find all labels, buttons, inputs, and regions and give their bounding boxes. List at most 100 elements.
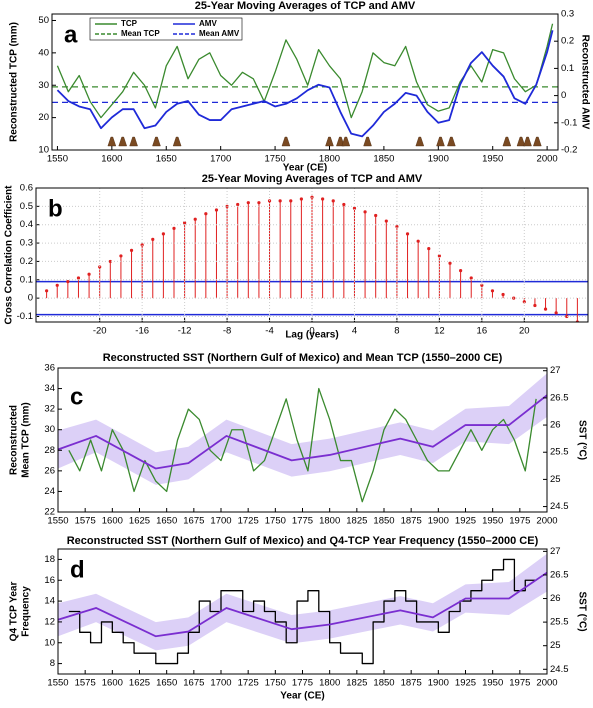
y2-tick-label: 26 — [550, 593, 561, 604]
plot-frame — [57, 367, 548, 513]
stem-marker — [469, 276, 473, 280]
x-tick-label: 1950 — [482, 154, 503, 165]
legend-label: TCP — [121, 19, 138, 28]
y2-tick-label: 25 — [550, 640, 561, 651]
data-line — [56, 30, 554, 138]
stem-marker — [66, 280, 70, 284]
eruption-marker — [281, 136, 291, 147]
stem-marker — [257, 201, 261, 205]
y-tick-label: 36 — [44, 363, 55, 374]
y-tick-label: 0 — [28, 293, 33, 304]
chart-title: 25-Year Moving Averages of TCP and AMV — [195, 0, 416, 12]
stem-marker — [76, 276, 81, 280]
x-tick-label: 1900 — [428, 678, 449, 689]
y-tick-label: 0.1 — [20, 274, 33, 285]
stem-marker — [161, 232, 165, 236]
x-tick-label: 12 — [434, 326, 445, 337]
x-tick-label: 1750 — [265, 516, 286, 527]
y-tick-label: 40 — [38, 47, 49, 58]
eruption-marker — [325, 136, 334, 147]
x-tick-label: 1550 — [47, 678, 68, 689]
y2-tick-label: 24.5 — [550, 501, 569, 512]
x-tick-label: 1575 — [75, 516, 96, 527]
y-tick-label: 34 — [44, 383, 55, 394]
stem-marker — [108, 259, 112, 264]
y2-tick-label: 26.5 — [550, 569, 569, 580]
plot-area — [58, 373, 547, 503]
x-tick-label: 20 — [519, 326, 530, 337]
x-tick-label: 1600 — [101, 154, 122, 165]
x-tick-label: -4 — [265, 326, 273, 337]
stem-marker — [204, 212, 208, 216]
x-tick-label: 1950 — [482, 678, 503, 689]
y2-tick-label: 27 — [550, 365, 561, 376]
y2-tick-label: -0.2 — [561, 145, 577, 156]
eruption-marker — [363, 136, 372, 147]
x-tick-label: 1900 — [428, 154, 449, 165]
y2-axis-label: SST (°C) — [576, 591, 587, 631]
eruption-marker — [118, 136, 128, 147]
x-axis-label: Year (CE) — [280, 691, 324, 702]
plot-frame — [35, 187, 589, 323]
eruption-marker — [129, 136, 138, 147]
y2-tick-label: 0.3 — [561, 9, 574, 20]
legend-label: Mean AMV — [199, 29, 240, 38]
y2-axis-label: SST (°C) — [576, 420, 587, 460]
x-tick-label: -16 — [135, 326, 149, 337]
x-tick-label: 1700 — [210, 678, 231, 689]
x-tick-label: 1625 — [129, 516, 150, 527]
eruption-marker — [447, 136, 456, 147]
stem-marker — [405, 232, 410, 236]
stem-marker — [55, 283, 59, 287]
x-tick-label: 1975 — [509, 678, 530, 689]
x-tick-label: 1850 — [373, 678, 394, 689]
y-tick-label: 0.5 — [20, 201, 33, 212]
x-tick-label: 1800 — [319, 154, 340, 165]
x-tick-label: -12 — [178, 326, 192, 337]
x-tick-label: 1850 — [373, 516, 394, 527]
y-tick-label: 0.4 — [20, 219, 33, 230]
x-tick-label: 1925 — [455, 678, 476, 689]
uncertainty-band — [58, 373, 547, 485]
eruption-marker — [502, 136, 512, 147]
y-tick-label: 28 — [44, 445, 55, 456]
x-tick-label: 1900 — [428, 516, 449, 527]
x-tick-label: 1575 — [75, 678, 96, 689]
stem-marker — [172, 226, 176, 230]
y-tick-label: 0.6 — [20, 183, 33, 194]
eruption-marker — [533, 136, 542, 147]
y2-tick-label: 0.1 — [561, 63, 574, 74]
panel: 25-Year Moving Averages of TCP and AMV -2… — [4, 173, 589, 341]
stem-marker — [522, 300, 526, 304]
y-axis-label: Cross Correlation Coefficient — [4, 185, 15, 325]
stem-marker — [183, 221, 187, 225]
stem-marker — [278, 199, 282, 203]
legend-label: Mean TCP — [121, 29, 160, 38]
x-tick-label: -20 — [93, 326, 107, 337]
stem-marker — [129, 248, 134, 253]
chart-title: 25-Year Moving Averages of TCP and AMV — [202, 173, 423, 185]
y-tick-label: 16 — [44, 575, 55, 586]
x-tick-label: 1725 — [238, 678, 259, 689]
stem-marker — [246, 201, 250, 205]
stem-marker — [331, 199, 335, 203]
stem-marker — [459, 269, 463, 273]
data-line — [58, 571, 547, 638]
y-axis-label: Q4 TCP Year — [9, 582, 20, 642]
plot-frame — [57, 548, 548, 675]
stem-marker — [533, 303, 537, 308]
y2-tick-label: 25 — [550, 474, 561, 485]
x-tick-label: 1550 — [47, 154, 68, 165]
legend-label: AMV — [199, 19, 217, 28]
x-tick-label: 1800 — [319, 678, 340, 689]
y-axis-label: Frequency — [21, 586, 32, 637]
stem-marker — [490, 289, 495, 293]
stem-marker — [427, 246, 431, 251]
x-tick-label: 1825 — [346, 516, 367, 527]
y-tick-label: 32 — [44, 404, 55, 415]
x-tick-label: 16 — [477, 326, 488, 337]
legend-box — [89, 17, 243, 41]
x-tick-label: -8 — [223, 326, 231, 337]
